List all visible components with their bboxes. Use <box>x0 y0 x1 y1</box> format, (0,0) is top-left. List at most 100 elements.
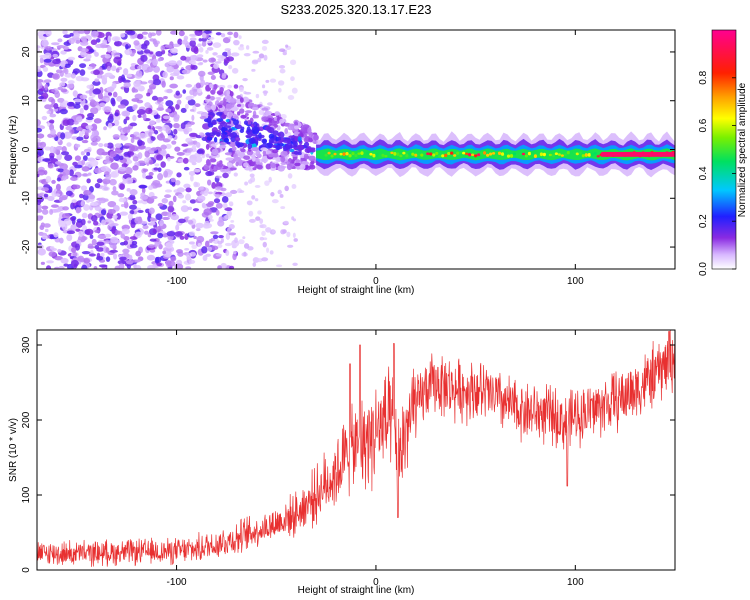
spectrogram-noise-blob <box>160 161 166 168</box>
spectrogram-noise-blob <box>252 262 257 267</box>
spectrogram-noise-blob <box>191 54 198 61</box>
spectrogram-carrier-core <box>566 150 570 155</box>
spectrogram-carrier-core <box>563 153 567 157</box>
spectrogram-noise-blob <box>57 86 63 91</box>
spectrogram-noise-blob <box>155 30 162 36</box>
spectrogram-noise-blob <box>117 259 126 265</box>
spectrogram-streak-blob <box>294 121 299 127</box>
colorbar-tick-label: 0.2 <box>698 214 709 228</box>
spectrogram-noise-blob <box>134 231 142 238</box>
spectrogram-noise-blob <box>41 115 48 121</box>
spectrogram-noise-blob <box>63 131 72 139</box>
spectrogram-noise-blob <box>266 247 270 253</box>
snr-y-tick-label: 200 <box>21 411 32 428</box>
spectrogram-noise-blob <box>217 219 225 227</box>
spectrogram-noise-blob <box>107 45 112 53</box>
spectrogram-noise-blob <box>45 30 52 37</box>
spectrogram-streak-blob <box>300 126 305 132</box>
spectrogram-noise-blob <box>228 201 234 205</box>
spectrogram-y-tick-label: 20 <box>21 46 32 58</box>
spectrogram-noise-blob <box>251 60 259 65</box>
spectrogram-carrier-core <box>488 152 493 156</box>
spectrogram-noise-blob <box>200 79 206 87</box>
spectrogram-streak-blob <box>251 155 256 162</box>
spectrogram-noise-blob <box>60 50 67 55</box>
colorbar-tick-label: 0.6 <box>698 118 709 132</box>
spectrogram-noise-blob <box>257 210 262 215</box>
spectrogram-noise-blob <box>212 234 219 240</box>
spectrogram-streak-blob <box>235 161 239 167</box>
spectrogram-carrier-core <box>468 152 472 157</box>
spectrogram-streak-blob <box>237 142 244 148</box>
spectrogram-y-tick-label: -10 <box>21 191 32 206</box>
spectrogram-noise-blob <box>153 167 159 171</box>
spectrogram-noise-blob <box>73 103 81 109</box>
spectrogram-carrier-core <box>375 152 379 157</box>
spectrogram-noise-blob <box>58 196 63 203</box>
spectrogram-carrier-core <box>575 152 579 156</box>
spectrogram-noise-blob <box>275 264 283 268</box>
spectrogram-noise-blob <box>144 102 151 108</box>
spectrogram-noise-blob <box>223 215 228 221</box>
spectrogram-noise-blob <box>156 133 166 141</box>
spectrogram-streak-blob <box>229 91 234 97</box>
spectrogram-noise-blob <box>133 131 140 136</box>
spectrogram-noise-blob <box>154 241 159 247</box>
spectrogram-noise-blob <box>189 132 198 138</box>
spectrogram-noise-blob <box>59 108 68 115</box>
spectrogram-noise-blob <box>64 63 71 69</box>
spectrogram-noise-blob <box>217 57 225 62</box>
spectrogram-noise-blob <box>90 141 98 146</box>
spectrogram-noise-blob <box>233 84 239 89</box>
spectrogram-noise-blob <box>155 256 162 264</box>
spectrogram-noise-blob <box>72 161 78 166</box>
spectrogram-noise-blob <box>43 58 52 63</box>
spectrogram-noise-blob <box>284 185 289 192</box>
spectrogram-noise-blob <box>195 228 201 232</box>
spectrogram-noise-blob <box>172 195 177 203</box>
spectrogram-streak-blob <box>210 89 216 95</box>
spectrogram-streak-blob <box>208 132 216 137</box>
spectrogram-noise-blob <box>37 248 46 256</box>
spectrogram-noise-blob <box>255 93 260 99</box>
spectrogram-x-tick-label: 100 <box>567 276 584 287</box>
spectrogram-noise-blob <box>196 235 205 243</box>
spectrogram-noise-blob <box>185 266 192 269</box>
spectrogram-noise-blob <box>187 206 193 211</box>
spectrogram-carrier-core <box>584 153 588 157</box>
spectrogram-carrier-core <box>378 154 382 158</box>
spectrogram-noise-blob <box>170 214 180 221</box>
spectrogram-noise-blob <box>214 193 221 198</box>
spectrogram-noise-blob <box>123 118 127 125</box>
spectrogram-noise-blob <box>98 197 107 204</box>
spectrogram-noise-blob <box>292 218 297 222</box>
spectrogram-noise-blob <box>63 68 69 75</box>
spectrogram-noise-blob <box>126 73 133 78</box>
spectrogram-noise-blob <box>129 151 135 156</box>
spectrogram-noise-blob <box>37 204 42 210</box>
spectrogram-carrier-core <box>530 151 535 156</box>
spectrogram-noise-blob <box>277 80 285 86</box>
spectrogram-noise-blob <box>207 36 215 40</box>
spectrogram-noise-blob <box>286 231 291 238</box>
spectrogram-carrier-core <box>551 153 555 158</box>
spectrogram-carrier-core <box>432 153 436 157</box>
spectrogram-noise-blob <box>109 249 118 253</box>
spectrogram-x-tick-label: 0 <box>373 276 379 287</box>
spectrogram-noise-blob <box>44 46 53 51</box>
spectrogram-noise-blob <box>72 90 78 97</box>
spectrogram-noise-blob <box>74 155 82 162</box>
spectrogram-noise-blob <box>92 80 101 86</box>
spectrogram-noise-blob <box>163 170 169 178</box>
spectrogram-noise-blob <box>57 38 63 43</box>
spectrogram-noise-blob <box>112 186 117 192</box>
spectrogram-noise-blob <box>79 41 89 46</box>
spectrogram-noise-blob <box>182 200 187 204</box>
spectrogram-noise-blob <box>227 50 232 57</box>
spectrogram-noise-blob <box>50 204 59 208</box>
spectrogram-noise-blob <box>215 253 223 257</box>
spectrogram-carrier-core <box>578 151 582 155</box>
spectrogram-noise-blob <box>83 189 92 196</box>
spectrogram-noise-blob <box>175 90 181 96</box>
